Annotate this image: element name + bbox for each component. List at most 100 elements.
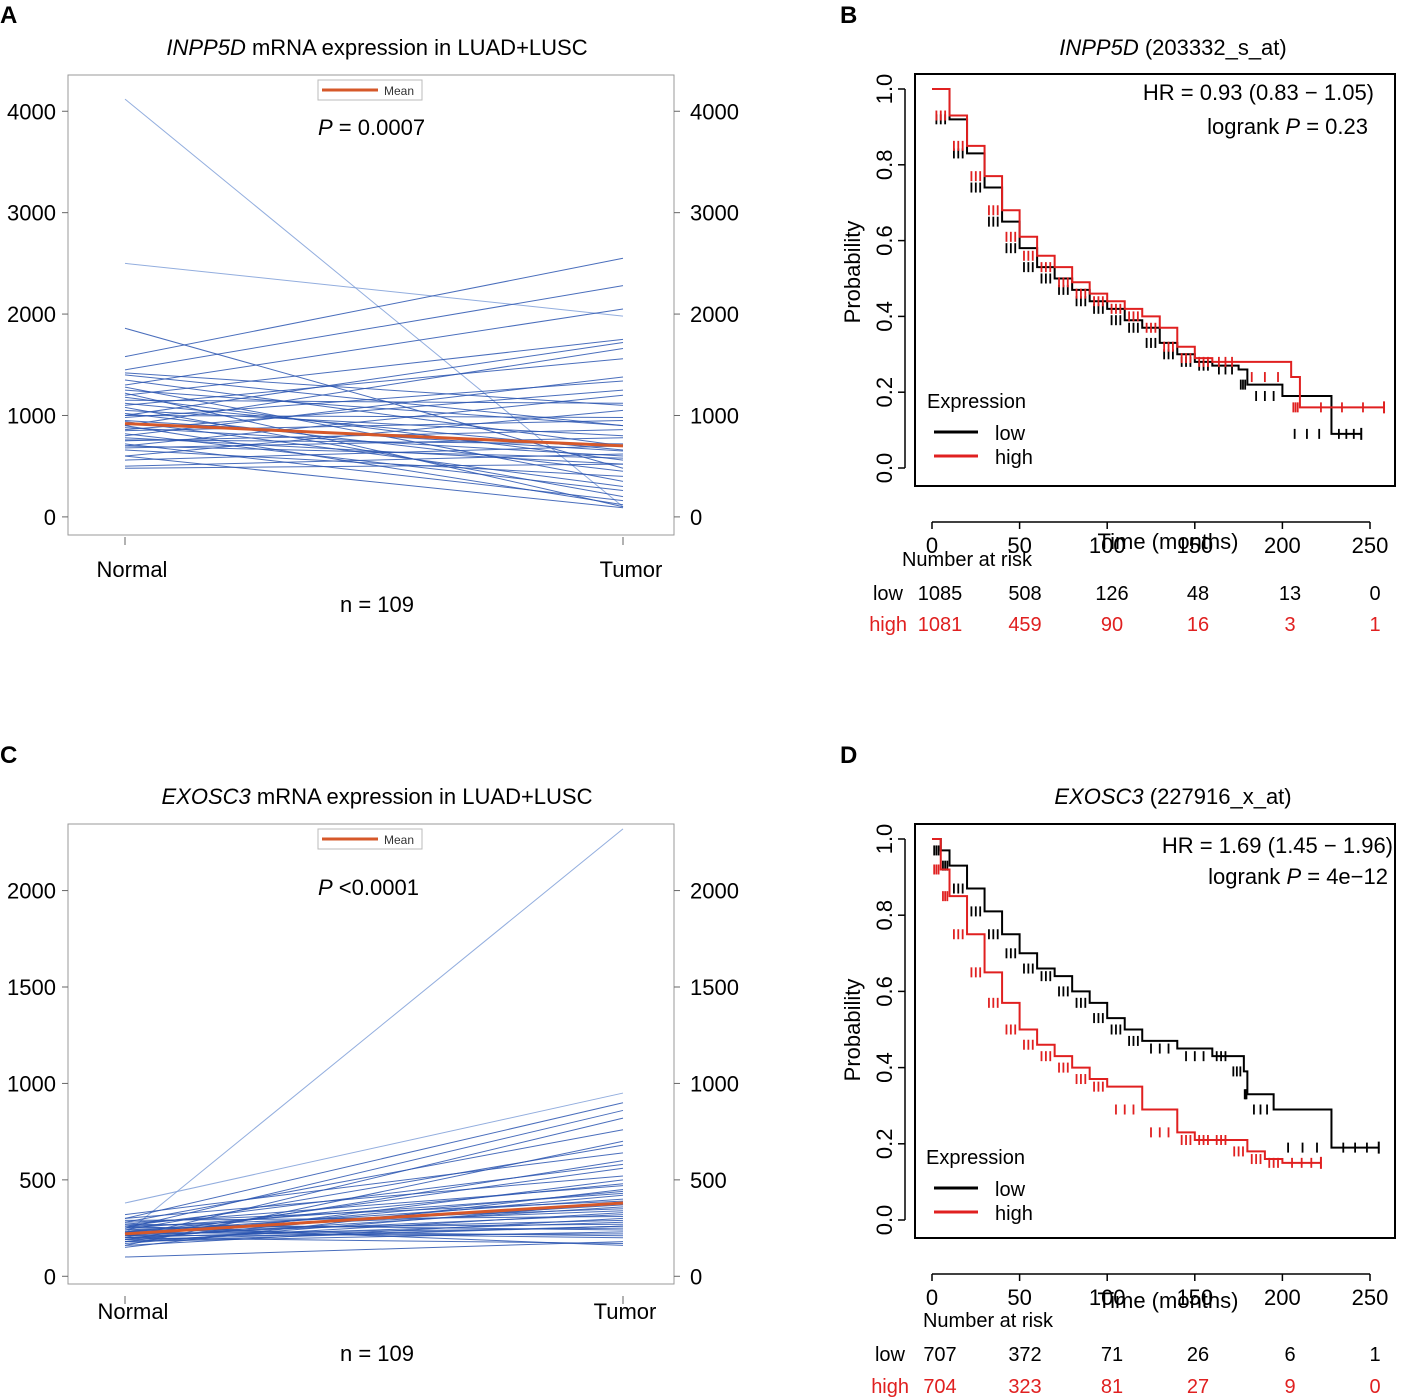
chart-a-pair-lines <box>124 98 624 509</box>
y-tick-label-left: 2000 <box>7 302 56 327</box>
pair-line <box>124 414 624 419</box>
risk-low-cell: 1 <box>1369 1344 1380 1366</box>
chart-c-category-tumor: Tumor <box>594 1299 657 1324</box>
pair-line <box>124 1217 624 1246</box>
y-tick-label-right: 4000 <box>690 99 739 124</box>
chart-c-legend-label: Mean <box>384 833 414 847</box>
y-tick-label: 0.6 <box>872 976 897 1007</box>
pair-line <box>124 379 624 447</box>
pair-line <box>124 425 624 506</box>
pair-line <box>124 257 624 358</box>
risk-high-cell: 81 <box>1101 1376 1123 1398</box>
pair-line <box>124 285 624 371</box>
chart-d-risk-title: Number at risk <box>923 1310 1054 1332</box>
pair-line <box>124 394 624 447</box>
y-tick-label: 0.4 <box>872 301 897 332</box>
x-tick-label: 250 <box>1352 533 1389 558</box>
y-tick-label-left: 2000 <box>7 879 56 904</box>
pair-line <box>124 437 624 449</box>
chart-d-ylabel: Probability <box>840 979 865 1082</box>
risk-low-cell: 508 <box>1008 583 1041 605</box>
pair-line <box>124 1210 624 1231</box>
y-tick-label: 0.8 <box>872 150 897 181</box>
chart-b-hr: HR = 0.93 (0.83 − 1.05) <box>1143 80 1374 105</box>
y-tick-label: 0.8 <box>872 900 897 931</box>
pair-line <box>124 358 624 406</box>
y-tick-label-right: 0 <box>690 505 702 530</box>
y-tick-label-left: 1000 <box>7 403 56 428</box>
y-tick-label: 1.0 <box>872 74 897 105</box>
chart-a-legend-label: Mean <box>384 84 414 98</box>
y-tick-label-right: 1000 <box>690 403 739 428</box>
risk-high-cell: 323 <box>1008 1376 1041 1398</box>
pair-line <box>124 1092 624 1204</box>
chart-c-mean-line-group <box>124 1201 624 1236</box>
y-tick-label-right: 1000 <box>690 1071 739 1096</box>
risk-high-cell: 1 <box>1369 614 1380 636</box>
chart-b-legend-low: low <box>995 423 1026 445</box>
chart-b-risk-title: Number at risk <box>902 549 1033 571</box>
pair-line <box>124 1102 624 1219</box>
risk-high-cell: 27 <box>1187 1376 1209 1398</box>
chart-b-frame <box>914 73 1396 487</box>
chart-b-curves <box>932 88 1386 440</box>
y-tick-label: 1.0 <box>872 824 897 855</box>
x-tick-label: 250 <box>1352 1285 1389 1310</box>
y-tick-label-right: 3000 <box>690 201 739 226</box>
panel-label-a: A <box>0 2 17 29</box>
y-tick-label-right: 500 <box>690 1168 727 1193</box>
chart-b-legend-title: Expression <box>927 391 1026 413</box>
chart-a-category-tumor: Tumor <box>600 557 663 582</box>
km-chart-b: INPP5D (203332_s_at) 0 50 100 150 200 2500.00… <box>840 35 1396 636</box>
pair-line <box>124 1185 624 1225</box>
panel-label-d: D <box>840 742 857 769</box>
pair-line <box>124 420 624 432</box>
chart-d-axes: 0 50 100 150 200 250 0.0 0.2 0.4 0.6 0.8 1.0 <box>872 824 1388 1310</box>
x-tick-label: 50 <box>1007 1285 1031 1310</box>
chart-b-risk-high-label: high <box>869 614 907 636</box>
y-tick-label-left: 0 <box>44 1264 56 1289</box>
km-curve-high <box>932 838 1321 1164</box>
chart-c-category-normal: Normal <box>98 1299 169 1324</box>
pair-line <box>124 392 624 508</box>
y-tick-label-left: 4000 <box>7 99 56 124</box>
km-curve-low <box>932 88 1362 435</box>
chart-b-logrank: logrank P = 0.23 <box>1207 114 1368 139</box>
y-tick-label: 0.4 <box>872 1052 897 1083</box>
chart-b-risk-table: 1085 508 126 48 13 0 1081 459 90 16 3 1 <box>918 583 1381 636</box>
y-tick-label: 0.2 <box>872 377 897 408</box>
pair-line <box>124 409 624 457</box>
chart-c-frame <box>67 823 675 1285</box>
chart-d-title: EXOSC3 (227916_x_at) <box>1054 784 1291 809</box>
pair-line <box>124 1241 624 1258</box>
y-tick-label-left: 500 <box>19 1168 56 1193</box>
y-tick-label-right: 2000 <box>690 302 739 327</box>
pair-line <box>124 828 624 1235</box>
pair-line <box>124 1231 624 1243</box>
pair-line <box>124 341 624 416</box>
risk-low-cell: 0 <box>1369 583 1380 605</box>
pair-line <box>124 348 624 427</box>
risk-low-cell: 372 <box>1008 1344 1041 1366</box>
x-tick-label: 200 <box>1264 1285 1301 1310</box>
chart-d-frame <box>914 823 1396 1239</box>
risk-high-cell: 704 <box>923 1376 956 1398</box>
panel-label-c: C <box>0 742 17 769</box>
risk-high-cell: 90 <box>1101 614 1123 636</box>
pair-line <box>124 421 624 487</box>
risk-low-cell: 26 <box>1187 1344 1209 1366</box>
x-tick-label: 150 <box>1176 1285 1213 1310</box>
pair-line <box>124 1163 624 1227</box>
pair-line <box>124 1225 624 1243</box>
chart-a-frame <box>67 74 675 536</box>
x-tick-label: 50 <box>1007 533 1031 558</box>
chart-a-category-normal: Normal <box>97 557 168 582</box>
chart-c-legend: Mean <box>317 828 423 850</box>
pair-line <box>124 1229 624 1237</box>
x-tick-label: 100 <box>1089 533 1126 558</box>
x-tick-label: 100 <box>1089 1285 1126 1310</box>
chart-b-axes: 0 50 100 150 200 250 0.0 0.2 0.4 0.6 0.8 1.0 <box>872 74 1388 558</box>
chart-a-y-ticks: 0 0 1000 1000 2000 2000 3000 3000 4000 4000 <box>7 99 739 545</box>
chart-d-risk-high-label: high <box>871 1376 909 1398</box>
pair-line <box>124 1109 624 1229</box>
